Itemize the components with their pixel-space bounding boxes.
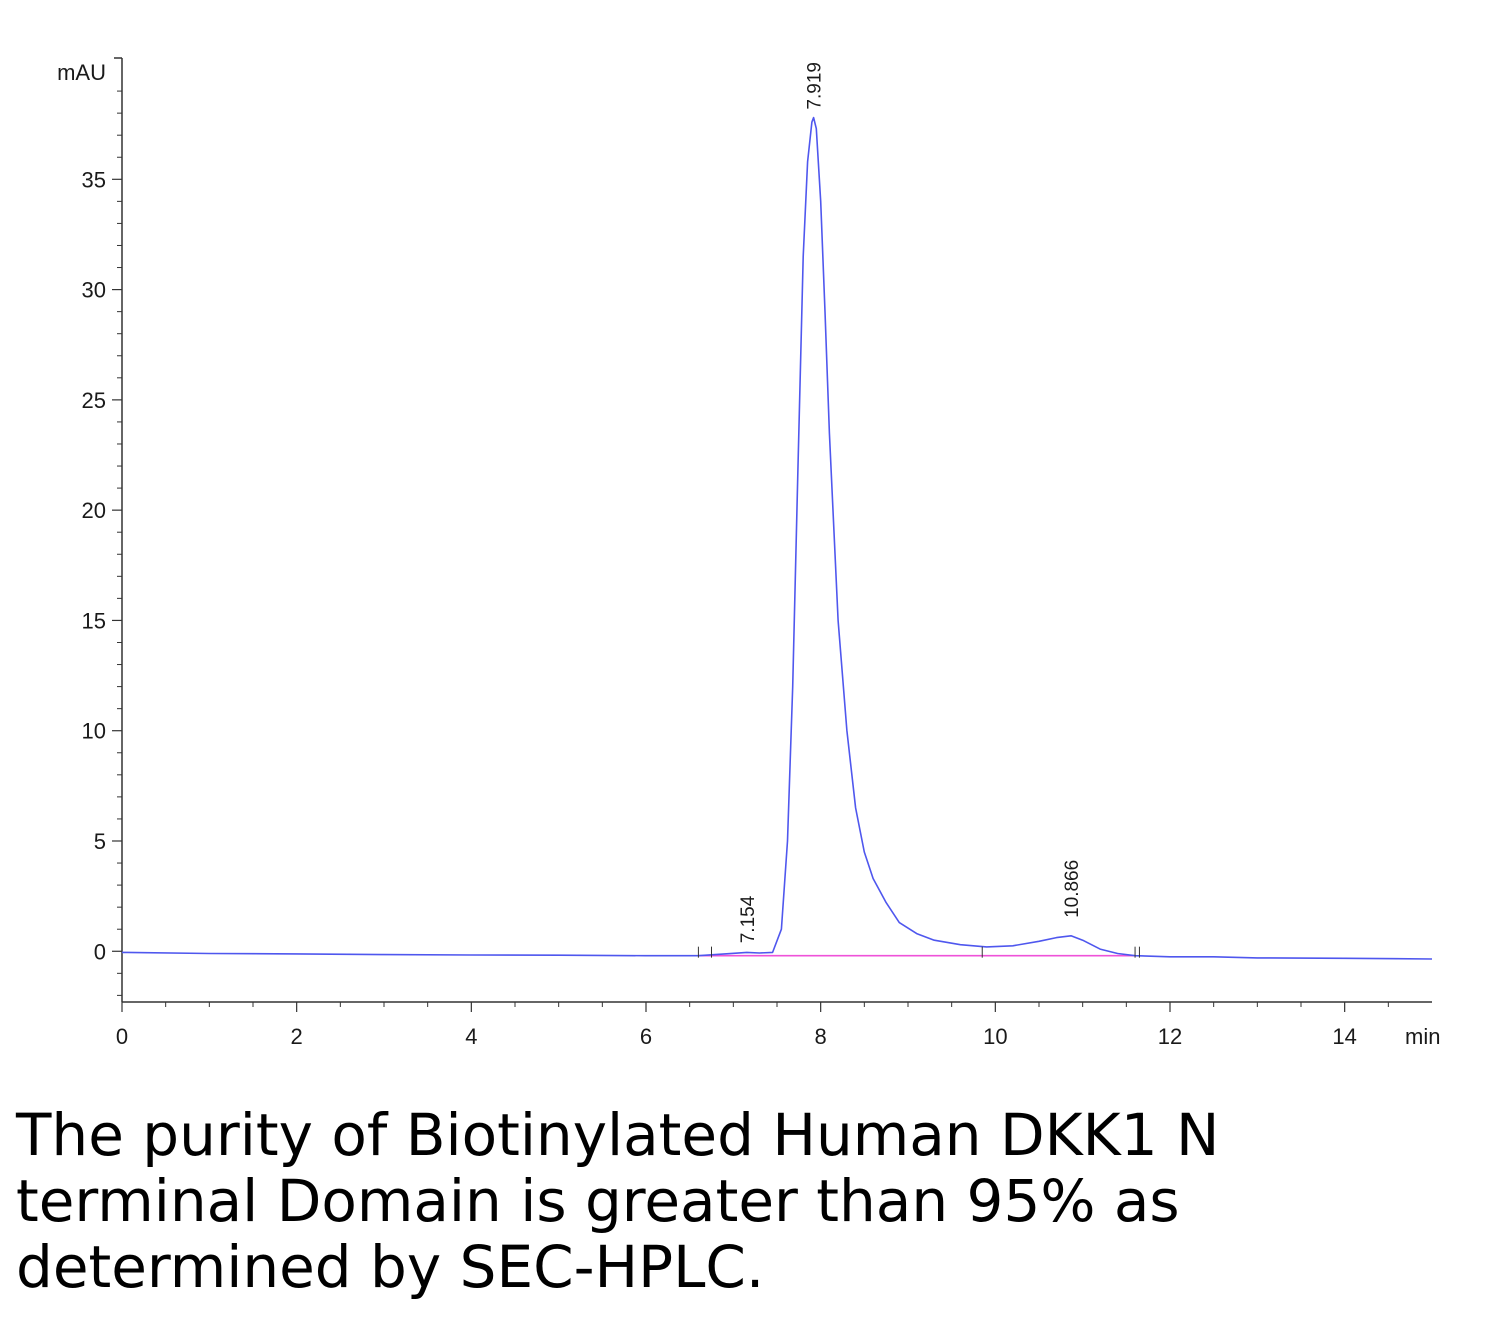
x-tick-label: 8 <box>815 1024 827 1049</box>
y-tick-label: 0 <box>94 939 106 964</box>
x-tick-label: 0 <box>116 1024 128 1049</box>
chromatogram-chart: 0 5 10 15 20 25 30 35 mAU 0 2 4 6 8 10 12 14 min 7.154 7.91… <box>57 57 1440 1049</box>
chart-labels: 0 5 10 15 20 25 30 35 mAU 0 2 4 6 8 10 12 14 min 7.154 7.91… <box>57 60 1440 1049</box>
y-tick-label: 25 <box>82 388 106 413</box>
chromatogram-trace <box>121 116 1433 960</box>
y-tick-label: 30 <box>82 278 106 303</box>
y-tick-label: 15 <box>82 608 106 633</box>
x-tick-label: 6 <box>640 1024 652 1049</box>
chart-marks <box>121 116 1433 960</box>
peak-retention-label: 7.154 <box>738 895 759 943</box>
chart-axes <box>112 57 1432 1012</box>
x-tick-label: 10 <box>983 1024 1007 1049</box>
y-tick-label: 20 <box>82 498 106 523</box>
x-tick-label: 4 <box>465 1024 477 1049</box>
x-tick-label: 2 <box>291 1024 303 1049</box>
x-axis-unit: min <box>1405 1024 1440 1049</box>
figure-caption: The purity of Biotinylated Human DKK1 N … <box>16 1101 1220 1301</box>
x-tick-label: 12 <box>1158 1024 1182 1049</box>
y-axis-unit: mAU <box>57 60 106 85</box>
peak-retention-label: 7.919 <box>805 62 826 110</box>
y-tick-label: 10 <box>82 719 106 744</box>
y-tick-label: 5 <box>94 829 106 854</box>
y-tick-label: 35 <box>82 167 106 192</box>
peak-retention-label: 10.866 <box>1062 860 1083 918</box>
x-tick-label: 14 <box>1332 1024 1356 1049</box>
